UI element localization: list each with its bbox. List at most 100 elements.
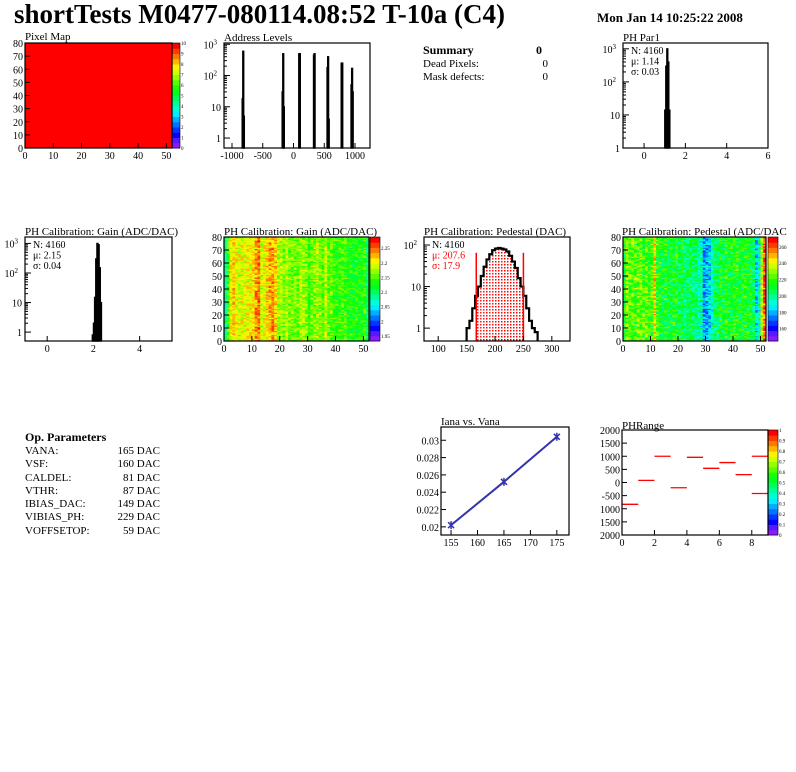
heatmap-cell: [352, 242, 356, 244]
heatmap-cell: [257, 253, 261, 256]
heatmap-cell: [634, 244, 638, 247]
heatmap-cell: [360, 266, 364, 269]
heatmap-cell: [224, 253, 228, 256]
x-tick-label: 500: [317, 151, 332, 162]
heatmap-cell: [268, 308, 272, 311]
heatmap-cell: [274, 303, 278, 305]
heatmap-cell: [343, 330, 347, 333]
heatmap-cell: [316, 252, 320, 255]
heatmap-cell: [304, 289, 308, 291]
heatmap-cell: [313, 295, 317, 298]
heatmap-cell: [335, 292, 339, 295]
heatmap-cell: [355, 286, 359, 288]
heatmap-cell: [335, 334, 339, 337]
heatmap-cell: [276, 290, 281, 292]
heatmap-cell: [299, 334, 303, 337]
heatmap-cell: [254, 313, 258, 316]
heatmap-cell: [307, 313, 311, 316]
heatmap-cell: [304, 272, 308, 274]
heatmap-cell: [237, 325, 242, 327]
heatmap-cell: [254, 316, 258, 318]
heatmap-cell: [310, 333, 314, 335]
heatmap-cell: [302, 265, 306, 268]
heatmap-cell: [310, 269, 314, 272]
heatmap-cell: [631, 329, 635, 331]
heatmap-cell: [366, 326, 370, 329]
heatmap-cell: [355, 238, 359, 240]
heatmap-cell: [235, 252, 239, 255]
heatmap-cell: [279, 308, 283, 311]
exponent: 3: [214, 38, 218, 46]
heatmap-cell: [302, 279, 306, 282]
heatmap-cell: [355, 281, 359, 283]
heatmap-cell: [634, 285, 638, 287]
heatmap-cell: [279, 270, 283, 273]
heatmap-cell: [304, 292, 308, 295]
heatmap-cell: [265, 281, 269, 283]
heatmap-cell: [318, 279, 322, 282]
heatmap-cell: [636, 312, 640, 314]
heatmap-cell: [229, 273, 233, 275]
heatmap-cell: [282, 276, 286, 278]
heatmap-cell: [249, 287, 253, 290]
heatmap-cell: [329, 257, 334, 260]
heatmap-cell: [246, 274, 250, 277]
histogram-bar: [242, 115, 246, 149]
heatmap-cell: [243, 250, 247, 252]
heatmap-cell: [232, 265, 236, 268]
heatmap-cell: [341, 331, 345, 334]
heatmap-cell: [276, 309, 281, 312]
heatmap-cell: [332, 279, 336, 282]
heatmap-cell: [346, 246, 350, 248]
heatmap-cell: [628, 246, 632, 248]
heatmap-cell: [237, 338, 242, 340]
heatmap-cell: [321, 331, 325, 334]
heatmap-cell: [302, 287, 306, 290]
heatmap-cell: [634, 322, 638, 325]
x-tick-label: 0: [642, 151, 647, 162]
heatmap-cell: [357, 285, 361, 287]
heatmap-cell: [634, 313, 638, 316]
heatmap-cell: [243, 242, 247, 244]
x-tick-label: 20: [275, 344, 285, 355]
heatmap-cell: [263, 324, 267, 326]
heatmap-cell: [316, 265, 320, 268]
heatmap-cell: [310, 244, 314, 247]
heatmap-cell: [302, 251, 306, 253]
heatmap-cell: [335, 337, 339, 339]
heatmap-cell: [257, 268, 261, 270]
heatmap-cell: [279, 325, 283, 327]
heatmap-cell: [313, 308, 317, 311]
heatmap-cell: [335, 261, 339, 264]
heatmap-cell: [324, 269, 328, 272]
heatmap-cell: [290, 303, 295, 305]
heatmap-cell: [282, 300, 286, 303]
heatmap-cell: [355, 321, 359, 324]
heatmap-cell: [321, 321, 325, 324]
heatmap-cell: [313, 300, 317, 303]
heatmap-cell: [293, 261, 297, 264]
heatmap-cell: [249, 283, 253, 286]
heatmap-cell: [352, 304, 356, 307]
heatmap-cell: [355, 246, 359, 248]
heatmap-cell: [224, 329, 228, 331]
heatmap-cell: [346, 285, 350, 287]
heatmap-cell: [246, 265, 250, 268]
heatmap-cell: [352, 290, 356, 292]
heatmap-cell: [343, 282, 347, 285]
heatmap-cell: [274, 330, 278, 333]
heatmap-cell: [349, 274, 353, 277]
heatmap-cell: [293, 250, 297, 252]
heatmap-cell: [352, 316, 356, 318]
heatmap-cell: [282, 250, 286, 252]
heatmap-cell: [288, 248, 292, 251]
heatmap-cell: [288, 326, 292, 329]
heatmap-cell: [274, 325, 278, 327]
heatmap-cell: [296, 292, 300, 295]
heatmap-cell: [634, 338, 638, 340]
heatmap-cell: [246, 259, 250, 261]
heatmap-cell: [338, 292, 342, 295]
heatmap-cell: [363, 322, 367, 325]
heatmap-cell: [243, 257, 247, 260]
